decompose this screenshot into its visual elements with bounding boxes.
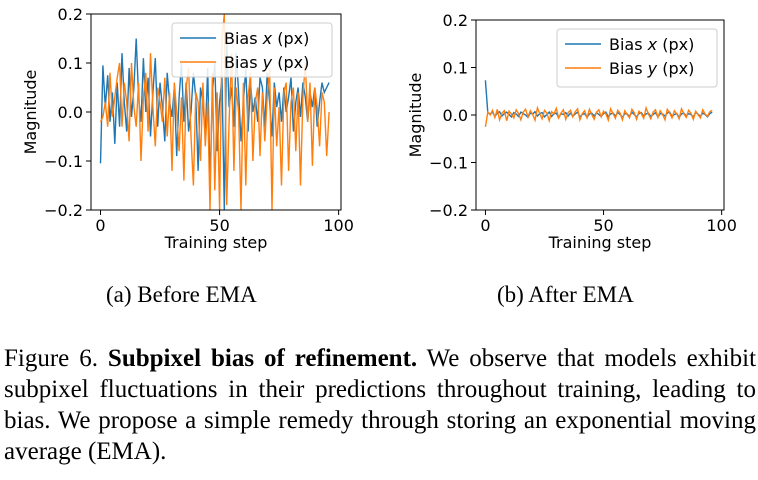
chart-b-legend-label-1: Bias y (px): [609, 59, 694, 78]
figure-charts: 0 50 100 −0.2 −0.1 0.0 0.1 0.2 Training step Magn…: [21, 5, 737, 252]
chart-a-ylabel: Magnitude: [21, 70, 40, 155]
chart-a-xtick-label-2: 100: [323, 216, 354, 235]
chart-b-xtick-label-0: 0: [480, 216, 490, 235]
chart-b-ytick-label-0: −0.2: [429, 201, 468, 220]
chart-b-ytick-label-1: −0.1: [429, 154, 468, 173]
chart-a-legend-label-0: Bias x (px): [224, 29, 309, 48]
chart-b-ytick-label-3: 0.1: [443, 59, 468, 78]
figure-caption: Figure 6. Subpixel bias of refinement. W…: [4, 343, 756, 467]
chart-b-xtick-label-2: 100: [706, 216, 737, 235]
chart-a-xtick-label-0: 0: [95, 216, 105, 235]
chart-b-xtick-label-1: 50: [593, 216, 613, 235]
chart-b-series-line-1: [484, 105, 713, 128]
subcaption-b: (b) After EMA: [497, 282, 634, 307]
chart-b-ylabel: Magnitude: [406, 73, 425, 158]
chart-a-legend-box: [171, 22, 333, 78]
figure-caption-label: Figure 6.: [4, 345, 98, 372]
chart-a-series-line-1: [99, 14, 330, 210]
chart-b-ytick-label-4: 0.2: [443, 11, 468, 30]
chart-b-xlabel: Training step: [548, 233, 652, 252]
chart-a-ytick-label-3: 0.1: [58, 54, 83, 73]
subcaption-a: (a) Before EMA: [106, 282, 257, 307]
chart-b: 0 50 100 −0.2 −0.1 0.0 0.1 0.2 Training step Magn…: [406, 11, 737, 252]
chart-a-ytick-label-2: 0.0: [58, 103, 83, 122]
chart-a-ytick-label-0: −0.2: [44, 201, 83, 220]
figure-caption-title: Subpixel bias of refinement.: [107, 345, 418, 372]
chart-b-legend-label-0: Bias x (px): [609, 35, 694, 54]
chart-a-ytick-label-4: 0.2: [58, 5, 83, 24]
chart-a: 0 50 100 −0.2 −0.1 0.0 0.1 0.2 Training step Magn…: [21, 5, 354, 252]
chart-b-ytick-label-2: 0.0: [443, 106, 468, 125]
chart-a-xlabel: Training step: [164, 233, 268, 252]
figure-caption-text: We observe that models exhibit subpixel …: [4, 345, 757, 465]
chart-a-xtick-label-1: 50: [209, 216, 229, 235]
chart-a-ytick-label-1: −0.1: [44, 152, 83, 171]
chart-a-legend-label-1: Bias y (px): [224, 53, 309, 72]
